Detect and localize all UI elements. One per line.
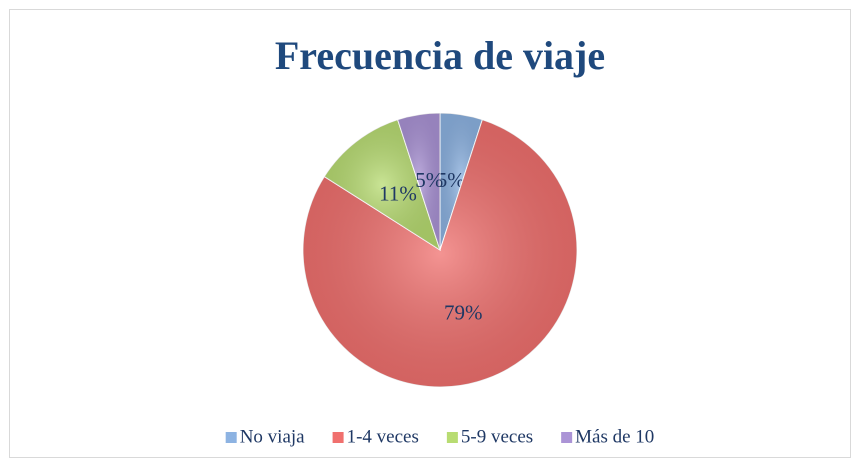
- legend-swatch: [561, 432, 573, 443]
- data-label: 79%: [444, 300, 483, 324]
- legend-swatch: [446, 432, 458, 443]
- legend-label: No viaja: [240, 426, 305, 447]
- legend-label: 1-4 veces: [347, 426, 419, 447]
- legend-label: Más de 10: [575, 426, 654, 447]
- data-label: 5%: [415, 168, 443, 192]
- chart-title: Frecuencia de viaje: [275, 33, 605, 78]
- data-label: 11%: [379, 182, 417, 206]
- legend-label: 5-9 veces: [461, 426, 533, 447]
- legend-swatch: [332, 432, 344, 443]
- legend-swatch: [225, 432, 237, 443]
